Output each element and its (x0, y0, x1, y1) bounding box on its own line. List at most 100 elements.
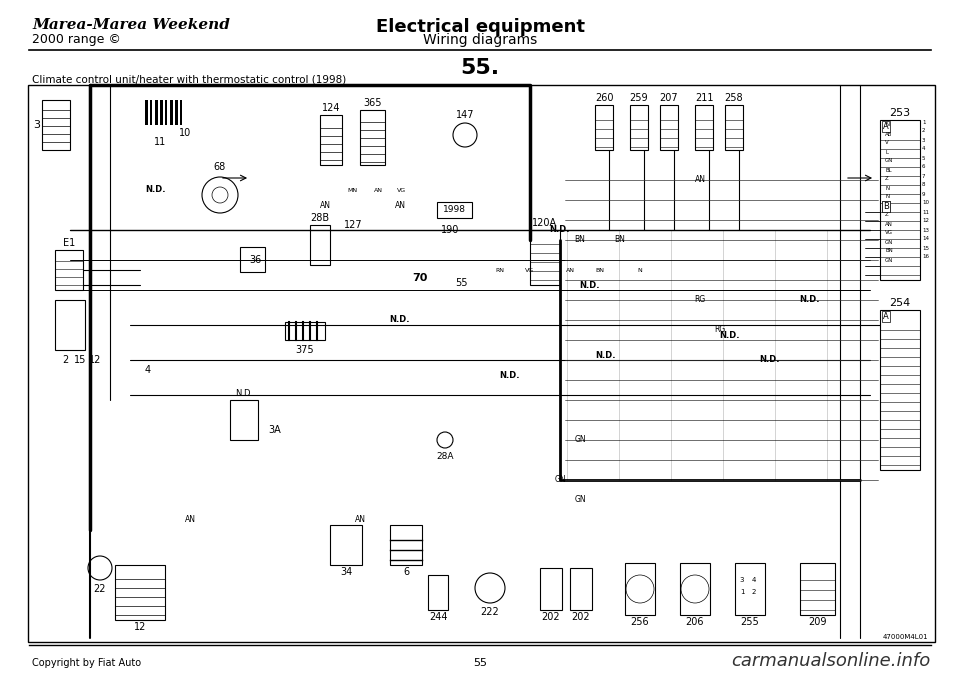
Text: E1: E1 (62, 238, 75, 248)
Bar (55, 300, 85, 350)
Bar (880, 310, 920, 470)
Bar (725, 105, 743, 150)
Text: 258: 258 (725, 93, 743, 103)
Text: 5: 5 (922, 156, 925, 160)
Bar (437, 202, 472, 218)
Text: V: V (885, 141, 889, 146)
Text: 47000M4L01: 47000M4L01 (882, 634, 928, 640)
Text: N.D.: N.D. (800, 296, 820, 305)
Bar (390, 525, 422, 565)
Bar (28, 85, 935, 642)
Text: 36: 36 (249, 255, 261, 265)
Text: 55: 55 (473, 658, 487, 668)
Text: GN: GN (574, 496, 586, 505)
Text: 254: 254 (889, 298, 911, 308)
Bar (630, 105, 648, 150)
Text: 202: 202 (572, 612, 590, 622)
Text: 7: 7 (922, 173, 925, 178)
Text: 202: 202 (541, 612, 561, 622)
Text: carmanualsonline.info: carmanualsonline.info (731, 652, 930, 670)
Bar (320, 115, 342, 165)
Text: 1: 1 (922, 120, 925, 124)
Text: 3A: 3A (268, 425, 280, 435)
Text: AN: AN (395, 201, 405, 209)
Text: 11: 11 (154, 137, 166, 147)
Text: 12: 12 (922, 218, 929, 224)
Bar (800, 563, 835, 615)
Text: N.D.: N.D. (390, 316, 410, 324)
Text: 16: 16 (922, 254, 929, 260)
Bar (735, 563, 765, 615)
Bar (165, 100, 167, 125)
Bar (175, 100, 178, 125)
Text: 13: 13 (922, 228, 929, 233)
Text: GN: GN (574, 435, 586, 445)
Text: 34: 34 (340, 567, 352, 577)
Text: B: B (883, 202, 889, 211)
Text: VG: VG (525, 267, 535, 273)
Text: 255: 255 (740, 617, 759, 627)
Text: AN: AN (184, 515, 196, 524)
Bar (428, 575, 448, 610)
Text: 2: 2 (61, 355, 68, 365)
Text: N.D.: N.D. (550, 226, 570, 235)
Text: N.D.: N.D. (759, 356, 780, 364)
Text: 120A: 120A (533, 218, 558, 228)
Bar (160, 100, 163, 125)
Bar (680, 563, 710, 615)
Text: 12: 12 (89, 355, 101, 365)
Bar (115, 565, 165, 620)
Text: GN: GN (885, 239, 894, 245)
Text: N.D.: N.D. (145, 186, 165, 194)
Bar (880, 120, 920, 280)
Text: N.D.: N.D. (500, 371, 520, 379)
Text: N.D.: N.D. (595, 350, 615, 360)
Text: GN: GN (885, 158, 894, 163)
Text: BN: BN (595, 267, 605, 273)
Text: 10: 10 (179, 128, 191, 138)
Text: AB: AB (885, 131, 893, 137)
Text: BN: BN (575, 235, 586, 245)
Text: 207: 207 (660, 93, 679, 103)
Bar (240, 247, 265, 272)
Text: 15: 15 (74, 355, 86, 365)
Text: 124: 124 (322, 103, 340, 113)
Bar (530, 230, 560, 285)
Text: N: N (637, 267, 642, 273)
Text: 127: 127 (344, 220, 362, 230)
Text: 6: 6 (922, 165, 925, 169)
Text: AN: AN (354, 515, 366, 524)
Text: GN: GN (554, 475, 565, 484)
Text: 28B: 28B (310, 213, 329, 223)
Text: 209: 209 (808, 617, 827, 627)
Text: GN: GN (885, 258, 894, 262)
Bar (595, 105, 613, 150)
Bar (150, 100, 152, 125)
Text: 375: 375 (296, 345, 314, 355)
Text: AN: AN (885, 222, 893, 226)
Text: Z: Z (885, 212, 889, 218)
Text: Wiring diagrams: Wiring diagrams (422, 33, 538, 47)
Text: L: L (885, 150, 888, 154)
Text: 190: 190 (441, 225, 459, 235)
Bar (170, 100, 173, 125)
Text: 68: 68 (214, 162, 227, 172)
Text: N.D.: N.D. (235, 389, 253, 398)
Text: W: W (885, 203, 891, 209)
Text: 260: 260 (595, 93, 613, 103)
Bar (145, 100, 148, 125)
Text: 1998: 1998 (443, 205, 466, 214)
Bar (42, 100, 70, 150)
Text: VG: VG (885, 231, 893, 235)
Text: 244: 244 (429, 612, 447, 622)
Text: 3: 3 (33, 120, 40, 130)
Text: 259: 259 (630, 93, 648, 103)
Bar (660, 105, 678, 150)
Bar (310, 225, 330, 265)
Text: N: N (885, 194, 889, 199)
Text: 8: 8 (922, 182, 925, 188)
Text: Marea-Marea Weekend: Marea-Marea Weekend (32, 18, 229, 32)
Text: B: B (883, 202, 889, 211)
Text: 28A: 28A (436, 452, 454, 461)
Text: 10: 10 (922, 201, 929, 205)
